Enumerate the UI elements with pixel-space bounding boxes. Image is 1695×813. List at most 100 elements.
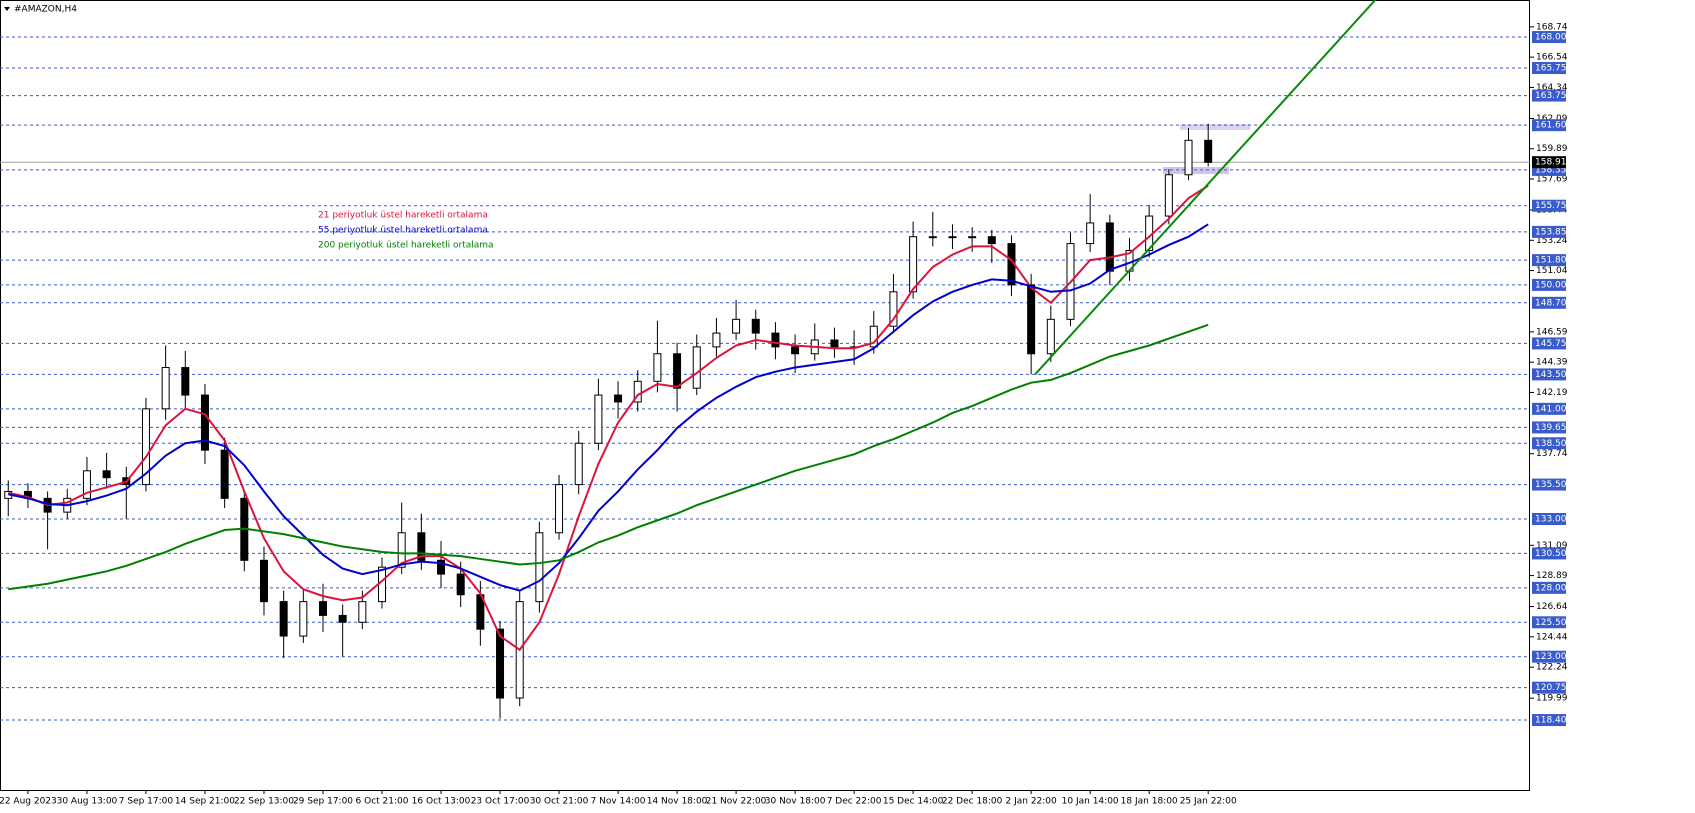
x-tick-label: 16 Oct 13:00: [412, 797, 471, 807]
x-tick-label: 30 Aug 13:00: [57, 797, 118, 807]
y-tick-label: 151.04: [1536, 266, 1568, 276]
ma-line: [8, 223, 1209, 592]
level-label-box: [1532, 616, 1566, 629]
x-tick-label: 18 Jan 18:00: [1121, 797, 1178, 807]
candle-body: [987, 236, 996, 245]
level-label-box: [1532, 225, 1566, 238]
y-tick-label: 142.19: [1536, 388, 1568, 398]
menu-icon: [4, 7, 10, 11]
candle-body: [397, 532, 406, 568]
candle-body: [928, 236, 937, 239]
level-label-box: [1532, 31, 1566, 44]
candle-body: [437, 559, 446, 575]
candle-body: [633, 380, 642, 403]
candle-body: [830, 339, 839, 348]
candle-body: [181, 367, 190, 396]
candle-body: [1086, 222, 1095, 245]
level-label: 139.65: [1535, 423, 1567, 433]
candle-body: [279, 601, 288, 637]
candle-body: [200, 394, 209, 451]
level-label: 151.80: [1535, 256, 1567, 266]
x-tick-label: 23 Oct 17:00: [471, 797, 530, 807]
y-tick-label: 122.24: [1536, 663, 1568, 673]
level-label-box: [1532, 278, 1566, 291]
level-label: 120.75: [1535, 683, 1567, 693]
y-tick-label: 137.74: [1536, 449, 1568, 459]
level-label-box: [1532, 581, 1566, 594]
level-label: 133.00: [1535, 515, 1567, 525]
x-tick-label: 30 Oct 21:00: [530, 797, 589, 807]
x-tick-label: 22 Dec 18:00: [942, 797, 1003, 807]
x-tick-label: 7 Dec 22:00: [827, 797, 882, 807]
x-tick-label: 2 Jan 22:00: [1006, 797, 1058, 807]
candle-body: [358, 601, 367, 623]
candle-body: [496, 628, 505, 699]
chart-title: #AMAZON,H4: [14, 5, 77, 15]
candle-body: [102, 470, 111, 479]
candle-body: [673, 353, 682, 389]
x-tick-label: 25 Jan 22:00: [1180, 797, 1237, 807]
candle-body: [751, 318, 760, 334]
level-label: 148.70: [1535, 298, 1567, 308]
y-tick-label: 146.59: [1536, 327, 1568, 337]
candle-body: [1204, 139, 1213, 163]
candle-body: [791, 346, 800, 355]
candle-body: [948, 236, 957, 239]
legend-entry: 21 periyotluk üstel hareketli ortalama: [318, 211, 488, 221]
level-label: 158.35: [1535, 165, 1567, 175]
level-label: 165.75: [1535, 64, 1567, 74]
level-label-box: [1532, 199, 1566, 212]
candle-body: [259, 559, 268, 603]
ma-line: [8, 323, 1209, 591]
level-label-box: [1532, 254, 1566, 267]
level-label-box: [1532, 681, 1566, 694]
candle-body: [161, 367, 170, 410]
candle-body: [535, 532, 544, 603]
level-label: 153.85: [1535, 227, 1567, 237]
y-tick-label: 119.99: [1536, 694, 1568, 704]
candle-body: [771, 332, 780, 348]
y-tick-label: 164.34: [1536, 83, 1568, 93]
level-label: 138.50: [1535, 439, 1567, 449]
level-label-box: [1532, 62, 1566, 75]
level-label: 145.75: [1535, 339, 1567, 349]
x-tick-label: 7 Sep 17:00: [119, 797, 174, 807]
x-tick-label: 6 Oct 21:00: [356, 797, 409, 807]
level-label: 125.50: [1535, 618, 1567, 628]
level-label-box: [1532, 337, 1566, 350]
x-tick-label: 14 Nov 18:00: [647, 797, 708, 807]
candle-body: [968, 236, 977, 239]
x-tick-label: 22 Sep 13:00: [234, 797, 294, 807]
level-label: 135.50: [1535, 480, 1567, 490]
level-label-box: [1532, 119, 1566, 132]
y-tick-label: 124.44: [1536, 632, 1568, 642]
candle-body: [338, 614, 347, 623]
level-label: 168.00: [1535, 33, 1567, 43]
level-label-box: [1532, 421, 1566, 434]
candle-body: [594, 394, 603, 444]
level-label: 155.75: [1535, 201, 1567, 211]
level-label-box: [1532, 368, 1566, 381]
level-label: 143.50: [1535, 370, 1567, 380]
trendline: [1034, 0, 1377, 376]
y-tick-label: 168.74: [1536, 22, 1568, 32]
x-tick-label: 15 Dec 14:00: [883, 797, 944, 807]
level-label-box: [1532, 547, 1566, 560]
candle-body: [889, 291, 898, 327]
y-tick-label: 159.89: [1536, 144, 1568, 154]
level-label-box: [1532, 437, 1566, 450]
candle-body: [653, 353, 662, 382]
x-tick-label: 10 Jan 14:00: [1062, 797, 1119, 807]
current-price-box: [1532, 156, 1566, 169]
level-label-box: [1532, 296, 1566, 309]
candle-body: [555, 484, 564, 534]
level-label: 130.50: [1535, 549, 1567, 559]
candle-body: [909, 236, 918, 293]
candle-body: [712, 332, 721, 348]
y-tick-label: 153.24: [1536, 236, 1568, 246]
y-tick-label: 166.54: [1536, 53, 1568, 63]
x-tick-label: 7 Nov 14:00: [591, 797, 646, 807]
level-label-box: [1532, 714, 1566, 727]
